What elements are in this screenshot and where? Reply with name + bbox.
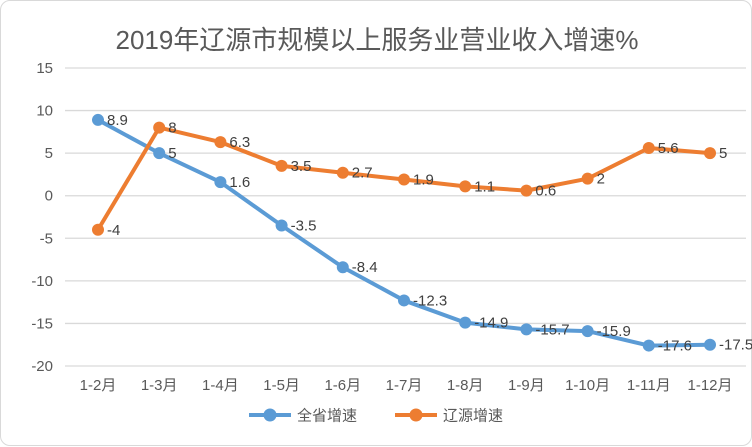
data-point-label: 1.9 xyxy=(413,172,434,189)
data-point-marker xyxy=(336,166,349,179)
data-point-marker xyxy=(92,223,104,236)
data-point-label: 3.5 xyxy=(291,158,312,175)
y-axis-tick-label: -20 xyxy=(31,358,53,375)
x-axis-tick-label: 1-6月 xyxy=(324,377,361,394)
data-point-label: 8.9 xyxy=(107,112,128,129)
legend-label: 全省增速 xyxy=(297,407,357,425)
x-axis-tick-label: 1-2月 xyxy=(80,377,117,394)
data-point-marker xyxy=(398,173,410,186)
gridlines xyxy=(65,67,746,367)
x-axis-tick-label: 1-10月 xyxy=(565,377,610,394)
legend-item-1[interactable]: 辽源增速 xyxy=(395,408,503,425)
data-point-marker xyxy=(581,325,594,338)
data-point-marker xyxy=(336,261,349,274)
legend: 全省增速 辽源增速 xyxy=(249,407,503,425)
data-point-marker xyxy=(398,294,410,307)
data-point-label: -15.7 xyxy=(535,321,569,338)
data-point-label: 8 xyxy=(168,120,176,137)
y-axis-tick-label: 15 xyxy=(36,60,53,77)
chart-title: 2019年辽源市规模以上服务业营业收入增速% xyxy=(116,25,639,55)
data-point-label: -4 xyxy=(107,222,120,239)
data-point-label: 5 xyxy=(719,145,727,162)
data-point-label: -17.5 xyxy=(719,337,752,354)
series-0 xyxy=(92,113,716,352)
data-point-label: 2.7 xyxy=(352,165,373,182)
x-axis-labels: 1-2月 1-3月 1-4月 1-5月 1-6月 1-7月 1-8月 1-9月 1-10月 1-1… xyxy=(80,377,733,394)
data-point-label: -14.9 xyxy=(474,315,508,332)
data-point-marker xyxy=(153,121,166,134)
data-point-label: 0.6 xyxy=(535,183,556,200)
data-point-marker xyxy=(704,338,716,351)
data-point-marker xyxy=(459,316,472,329)
data-point-marker xyxy=(214,176,227,189)
y-axis-labels: 15 10 5 0 -5 -10 -15 -20 xyxy=(31,60,53,375)
data-point-marker xyxy=(275,219,288,232)
data-point-marker xyxy=(459,180,472,193)
data-point-marker xyxy=(642,142,655,155)
data-point-label: -12.3 xyxy=(413,292,447,309)
data-point-marker xyxy=(581,172,594,185)
data-point-label: 2 xyxy=(597,171,605,188)
legend-marker-icon xyxy=(263,408,277,422)
data-point-marker xyxy=(153,147,166,160)
y-axis-tick-label: 5 xyxy=(45,145,53,162)
data-point-label: -15.9 xyxy=(597,323,631,340)
y-axis-tick-label: -15 xyxy=(31,315,53,332)
y-axis-tick-label: 0 xyxy=(45,188,53,205)
data-point-label: -17.6 xyxy=(658,338,692,355)
data-point-label: 5 xyxy=(168,145,176,162)
y-axis-tick-label: 10 xyxy=(36,103,53,120)
data-point-marker xyxy=(520,184,533,197)
legend-label: 辽源增速 xyxy=(443,408,503,425)
data-point-label: 6.3 xyxy=(229,134,250,151)
data-point-label: -8.4 xyxy=(352,259,378,276)
series-1 xyxy=(92,121,716,236)
legend-item-0[interactable]: 全省增速 xyxy=(249,407,357,425)
x-axis-tick-label: 1-11月 xyxy=(627,377,671,394)
series-lines xyxy=(92,113,716,352)
y-axis-tick-label: -5 xyxy=(40,230,53,247)
data-point-marker xyxy=(92,113,104,126)
x-axis-tick-label: 1-3月 xyxy=(141,377,178,394)
data-point-marker xyxy=(642,339,655,352)
x-axis-tick-label: 1-7月 xyxy=(386,377,423,394)
legend-marker-icon xyxy=(409,408,423,422)
data-labels: 8.9 5 1.6 -3.5 -8.4 -12.3 -14.9 -15.7 -15.9 -17.6… xyxy=(107,112,752,355)
x-axis-tick-label: 1-4月 xyxy=(202,377,239,394)
data-point-marker xyxy=(214,136,227,149)
x-axis-tick-label: 1-8月 xyxy=(447,377,484,394)
x-axis-tick-label: 1-12月 xyxy=(687,377,732,394)
data-point-label: 1.1 xyxy=(474,178,495,195)
y-axis-tick-label: -10 xyxy=(31,273,53,290)
data-point-marker xyxy=(275,159,288,172)
data-point-label: -3.5 xyxy=(291,218,317,235)
x-axis-tick-label: 1-9月 xyxy=(508,377,545,394)
x-axis-tick-label: 1-5月 xyxy=(263,377,300,394)
data-point-label: 1.6 xyxy=(229,174,250,191)
data-point-marker xyxy=(520,323,533,336)
data-point-label: 5.6 xyxy=(658,140,679,157)
data-point-marker xyxy=(704,147,716,160)
